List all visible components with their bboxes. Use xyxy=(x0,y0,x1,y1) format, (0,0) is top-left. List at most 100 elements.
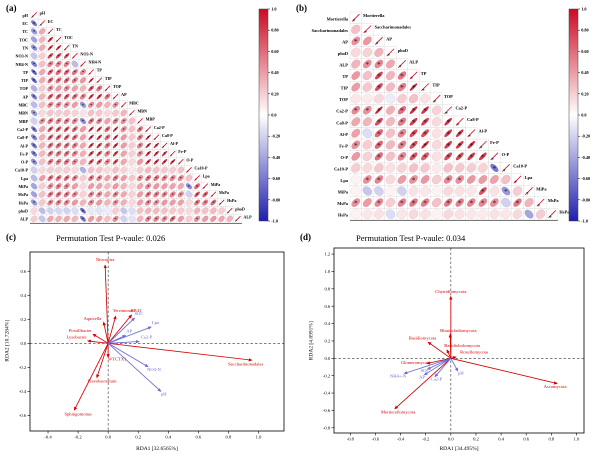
matrix-diagonal-label: TOC xyxy=(64,35,73,40)
correlation-ellipse xyxy=(63,109,71,117)
matrix-row-label: pH xyxy=(23,13,29,18)
species-arrow-label: Nitrospira xyxy=(96,257,115,262)
correlation-ellipse xyxy=(489,175,499,184)
significance-asterisk: * xyxy=(57,54,60,60)
x-tick-label: -0.4 xyxy=(44,435,52,440)
correlation-ellipse xyxy=(96,93,103,100)
correlation-ellipse xyxy=(104,199,111,206)
matrix-row-label: ALP xyxy=(20,217,29,222)
significance-asterisk: * xyxy=(65,135,68,141)
significance-asterisk: * xyxy=(219,202,221,207)
correlation-ellipse xyxy=(385,82,395,92)
correlation-ellipse xyxy=(120,109,127,117)
correlation-ellipse xyxy=(218,215,225,223)
correlation-ellipse xyxy=(104,174,111,182)
correlation-ellipse xyxy=(408,163,419,173)
correlation-ellipse xyxy=(136,175,144,182)
matrix-row-label: Ca8-P xyxy=(336,120,348,125)
correlation-ellipse xyxy=(71,77,78,84)
correlation-ellipse xyxy=(420,163,430,173)
significance-asterisk: * xyxy=(49,201,52,207)
correlation-ellipse xyxy=(55,207,62,215)
correlation-ellipse xyxy=(104,191,111,198)
significance-asterisk: * xyxy=(469,200,473,208)
correlation-ellipse xyxy=(55,134,62,141)
correlation-ellipse xyxy=(103,109,111,117)
significance-asterisk: * xyxy=(106,95,109,101)
significance-asterisk: * xyxy=(33,78,36,84)
correlation-ellipse xyxy=(88,134,94,141)
correlation-ellipse xyxy=(47,183,54,190)
significance-asterisk: * xyxy=(57,176,60,182)
colorbar-tick-label: -0.80 xyxy=(581,197,590,202)
correlation-ellipse xyxy=(443,175,453,184)
correlation-ellipse xyxy=(120,191,127,198)
correlation-ellipse xyxy=(145,183,152,190)
correlation-ellipse xyxy=(55,150,62,157)
correlation-ellipse xyxy=(351,152,361,161)
significance-asterisk: * xyxy=(74,160,77,166)
correlation-ellipse xyxy=(71,175,78,182)
correlation-ellipse xyxy=(55,77,62,84)
correlation-ellipse xyxy=(169,199,176,206)
significance-asterisk: * xyxy=(203,186,205,191)
significance-asterisk: * xyxy=(90,127,93,133)
correlation-ellipse xyxy=(455,175,465,184)
correlation-ellipse xyxy=(431,128,442,139)
significance-asterisk: * xyxy=(98,160,101,166)
significance-asterisk: * xyxy=(90,78,93,84)
panel-b-tag: (b) xyxy=(296,3,307,13)
matrix-row-label: MiPa xyxy=(18,184,28,189)
correlation-ellipse xyxy=(145,159,151,165)
matrix-diagonal-label: Fe-P xyxy=(490,140,499,145)
significance-asterisk: * xyxy=(114,192,117,198)
correlation-ellipse xyxy=(63,191,70,198)
correlation-ellipse xyxy=(153,150,160,157)
correlation-ellipse xyxy=(112,215,119,222)
correlation-ellipse xyxy=(96,215,103,222)
correlation-ellipse xyxy=(501,197,511,208)
x-tick-label: 0.4 xyxy=(498,437,504,442)
matrix-diagonal-label: Lpa xyxy=(525,175,533,180)
correlation-ellipse xyxy=(120,158,127,165)
correlation-ellipse xyxy=(96,183,103,190)
correlation-ellipse xyxy=(128,182,136,190)
correlation-ellipse xyxy=(104,142,111,149)
correlation-ellipse xyxy=(477,209,488,220)
species-arrow-label: Mortierellomycota xyxy=(381,409,415,414)
correlation-ellipse xyxy=(161,199,168,206)
matrix-row-label: TP xyxy=(342,74,348,79)
plot-frame xyxy=(29,251,285,432)
diagonal-mark xyxy=(374,36,383,45)
correlation-ellipse xyxy=(385,174,396,185)
significance-asterisk: * xyxy=(122,127,125,133)
correlation-ellipse xyxy=(79,126,87,133)
correlation-ellipse xyxy=(128,125,136,133)
significance-asterisk: * xyxy=(49,127,52,133)
correlation-ellipse xyxy=(351,82,361,92)
matrix-diagonal-label: Lpa xyxy=(203,174,210,179)
correlation-ellipse xyxy=(145,215,152,222)
correlation-ellipse xyxy=(145,150,151,157)
correlation-ellipse xyxy=(408,94,419,104)
correlation-ellipse xyxy=(177,166,185,174)
diagonal-mark xyxy=(186,167,192,173)
significance-asterisk: * xyxy=(364,31,367,37)
correlation-ellipse xyxy=(397,117,407,126)
matrix-diagonal-label: Ca10-P xyxy=(195,166,208,171)
environment-arrow-label: Ca2-P xyxy=(431,376,443,381)
correlation-ellipse xyxy=(467,152,476,161)
colorbar-tick-label: -1.0 xyxy=(581,219,588,224)
correlation-ellipse xyxy=(467,141,476,149)
correlation-ellipse xyxy=(39,134,46,141)
correlation-ellipse xyxy=(71,109,79,117)
species-arrow-label: Aquicella xyxy=(83,316,101,321)
significance-asterisk: * xyxy=(480,146,483,152)
significance-asterisk: * xyxy=(90,135,93,141)
significance-asterisk: * xyxy=(49,103,52,109)
correlation-ellipse xyxy=(351,105,361,115)
significance-asterisk: * xyxy=(493,200,497,208)
significance-asterisk: * xyxy=(33,127,36,133)
significance-asterisk: * xyxy=(504,188,508,196)
